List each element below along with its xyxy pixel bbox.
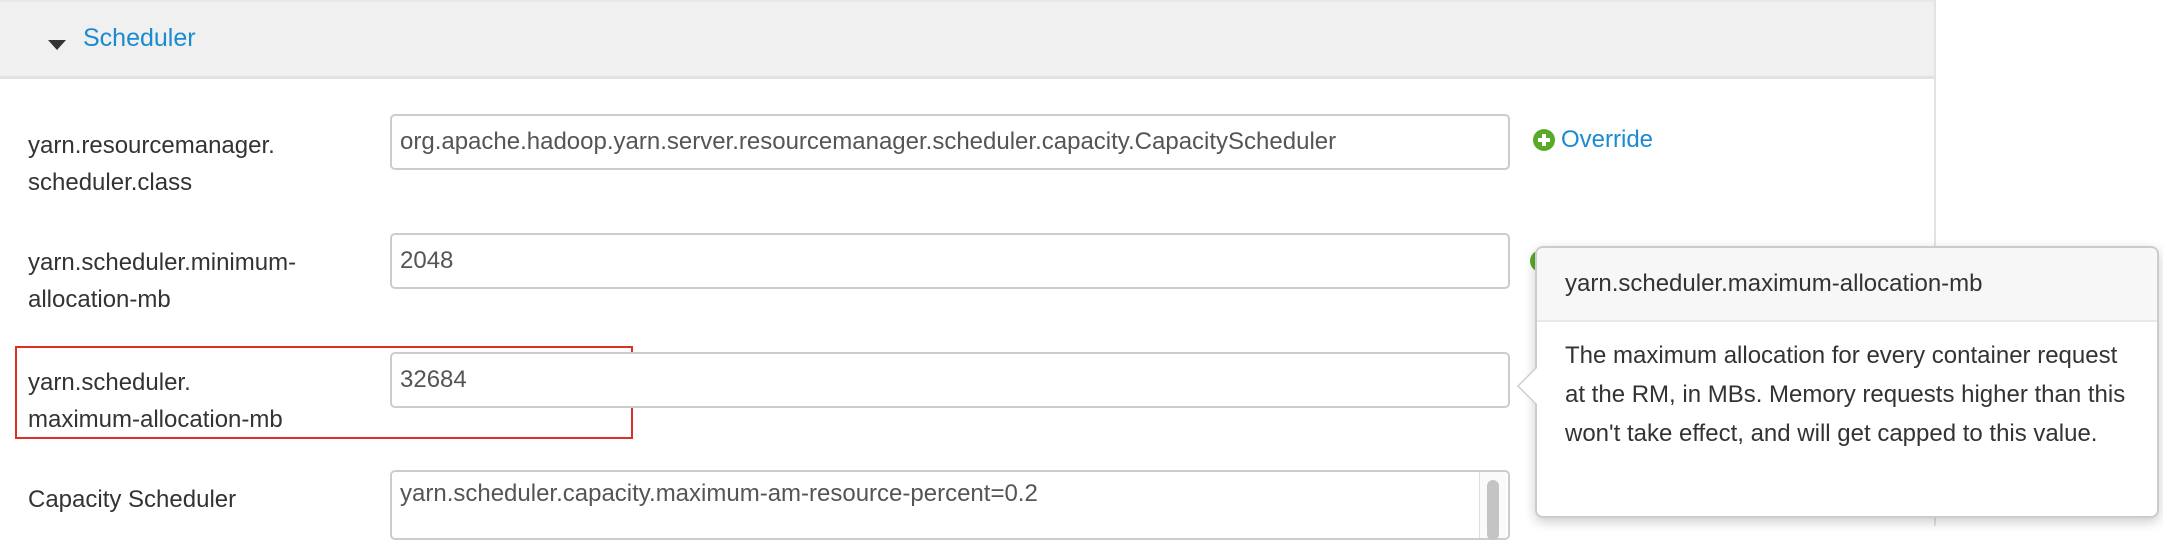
scrollbar-thumb[interactable] (1487, 480, 1499, 540)
plus-circle-icon (1533, 129, 1555, 151)
section-title[interactable]: Scheduler (83, 24, 196, 52)
textarea-value: yarn.scheduler.capacity.maximum-am-resou… (400, 480, 1038, 507)
capacity-scheduler-textarea[interactable]: yarn.scheduler.capacity.maximum-am-resou… (390, 470, 1510, 540)
minimum-allocation-input[interactable]: 2048 (390, 233, 1510, 289)
scheduler-class-input[interactable]: org.apache.hadoop.yarn.server.resourcema… (390, 114, 1510, 170)
label-line: yarn.scheduler.minimum- (28, 249, 297, 276)
field-label-minimum-allocation: yarn.scheduler.minimum- allocation-mb (28, 244, 296, 318)
section-header[interactable]: Scheduler (0, 0, 1934, 79)
popover-body: The maximum allocation for every contain… (1565, 342, 2126, 447)
field-label-maximum-allocation: yarn.scheduler. maximum-allocation-mb (28, 364, 283, 438)
scrollbar[interactable] (1479, 472, 1506, 540)
override-label: Override (1561, 126, 1654, 153)
field-label-capacity-scheduler-text: Capacity Scheduler (28, 486, 237, 513)
label-line: allocation-mb (28, 286, 171, 313)
label-line: yarn.scheduler. (28, 369, 191, 396)
caret-down-icon[interactable] (48, 40, 66, 50)
label-line: yarn.resourcemanager. (28, 132, 275, 159)
popover-arrow (1517, 366, 1537, 406)
help-popover: yarn.scheduler.maximum-allocation-mb The… (1517, 246, 2159, 518)
maximum-allocation-input[interactable]: 32684 (390, 352, 1510, 408)
popover-title: yarn.scheduler.maximum-allocation-mb (1537, 248, 2157, 322)
override-button[interactable]: Override (1533, 126, 1653, 154)
label-line: maximum-allocation-mb (28, 406, 283, 433)
label-line: scheduler.class (28, 169, 193, 196)
field-label-scheduler-class: yarn.resourcemanager. scheduler.class (28, 127, 275, 201)
